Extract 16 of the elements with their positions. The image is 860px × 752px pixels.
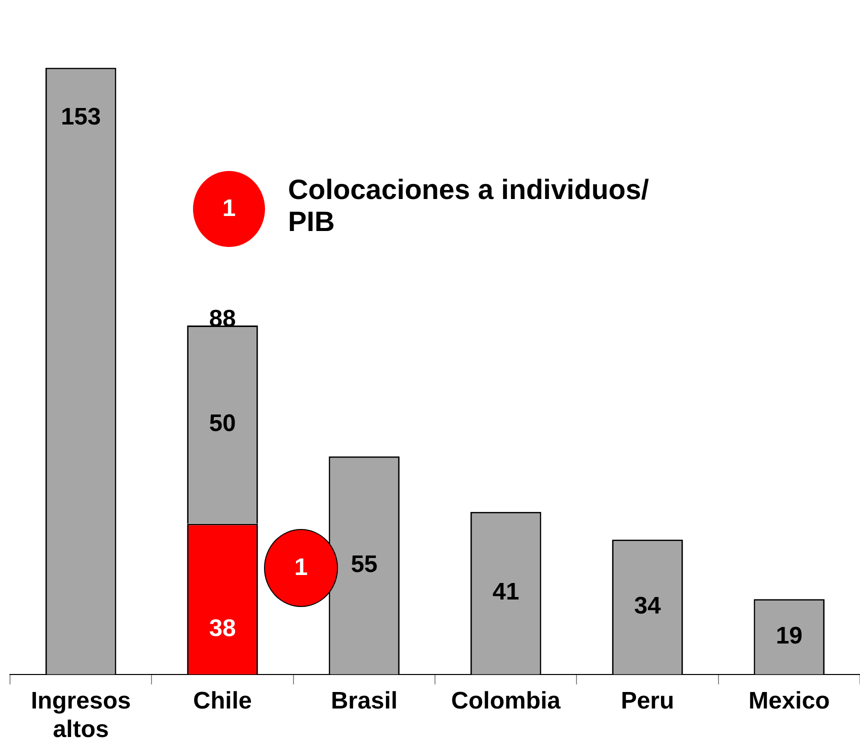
x-tick-label: Chile (193, 687, 252, 714)
x-tick-label: Ingresos altos (30, 687, 131, 744)
data-label: 41 (492, 578, 520, 606)
x-tick-label: Colombia (451, 687, 562, 714)
x-tick-label: Mexico (748, 687, 830, 714)
annotation: Colocaciones a individuos/ PIB (288, 174, 650, 238)
circle-icon: 1 (264, 529, 338, 607)
data-label: 34 (634, 592, 662, 620)
data-label: 38 (209, 614, 236, 642)
circle-icon: 1 (193, 171, 265, 247)
x-tick-label: Peru (620, 687, 674, 714)
data-label: 153 (60, 103, 101, 130)
data-label: 50 (209, 410, 236, 438)
data-label: 55 (350, 550, 378, 578)
x-tick-label: Brasil (330, 687, 398, 714)
data-label: 19 (776, 622, 803, 650)
